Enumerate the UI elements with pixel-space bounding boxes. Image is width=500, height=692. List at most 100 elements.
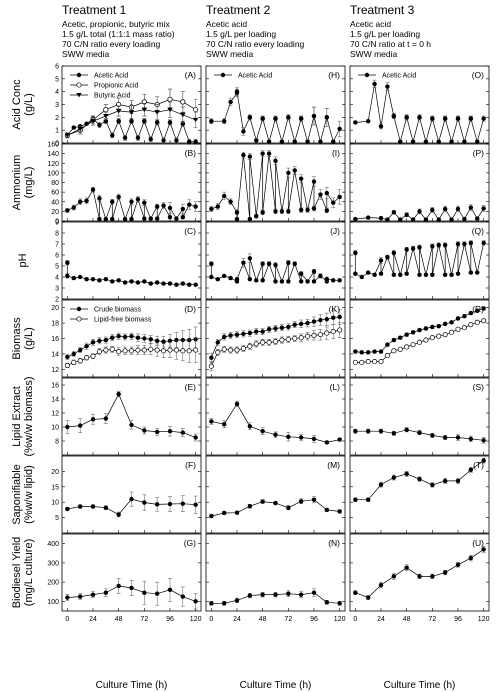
data-point [475, 139, 480, 144]
column-title: Treatment 2 [206, 3, 271, 17]
legend-entry: Crude biomass [94, 307, 142, 314]
data-point [266, 339, 272, 345]
data-point [221, 273, 227, 279]
x-tick-label: 120 [478, 616, 490, 623]
data-point [221, 193, 227, 199]
data-point [77, 423, 83, 428]
data-point [417, 574, 422, 579]
data-point [260, 499, 265, 504]
data-point [318, 192, 323, 197]
data-point [142, 428, 147, 433]
panel-U: 0 24 48 72 96 120 (U) [349, 533, 490, 623]
data-point [167, 501, 173, 507]
data-point [449, 272, 454, 277]
row-axis-label: (g/L) [23, 327, 35, 350]
data-point [221, 422, 227, 427]
data-point [337, 126, 342, 132]
data-point [391, 337, 397, 343]
data-point [97, 122, 102, 128]
row-axis-label: Ammonium [11, 155, 23, 211]
data-point [410, 217, 416, 222]
data-point [398, 217, 403, 222]
data-point [247, 256, 253, 261]
panel-D: 12 14 16 18 20 (D) Crude biomass Lipid-free bio… [51, 299, 202, 378]
data-point [462, 216, 467, 222]
data-point [103, 277, 109, 282]
data-point [398, 335, 403, 340]
data-point [77, 274, 83, 280]
data-point [154, 280, 160, 285]
data-point [442, 321, 448, 327]
x-tick-label: 0 [353, 616, 357, 623]
data-point [365, 359, 371, 365]
data-point [174, 138, 179, 143]
data-point [90, 277, 96, 282]
legend-entry: Butyric Acid [94, 93, 131, 100]
data-point [324, 190, 330, 196]
data-point [337, 278, 342, 283]
data-point [180, 501, 186, 506]
data-point [71, 205, 76, 210]
data-point [71, 359, 77, 365]
data-point [331, 315, 336, 320]
data-point [116, 194, 121, 200]
data-point [430, 574, 435, 579]
data-point [71, 125, 76, 130]
data-point [455, 478, 461, 484]
y-tick-label: 100 [47, 599, 59, 606]
data-point [462, 313, 467, 319]
data-point [77, 126, 83, 132]
panel-frame [205, 377, 346, 456]
data-point [468, 555, 474, 561]
data-point [481, 116, 486, 121]
data-point [286, 505, 291, 510]
column-title: Treatment 1 [62, 3, 127, 17]
y-tick-label: 20 [51, 305, 59, 312]
y-tick-label: 8 [55, 231, 59, 238]
data-point [234, 216, 240, 222]
legend-entry: Acetic Acid [94, 73, 128, 80]
data-point [116, 512, 121, 517]
data-point [97, 278, 102, 283]
panel-B: 0 20 40 60 80 100 120 140 160 (B) [47, 142, 202, 226]
row-axis-label: Saponifiable [11, 464, 23, 525]
data-point [128, 110, 135, 115]
data-point [209, 513, 214, 519]
data-point [266, 327, 272, 332]
data-point [228, 99, 233, 105]
row-axis-label: (mg/L) [23, 167, 35, 199]
data-point [193, 347, 199, 353]
panel-S: (S) [349, 377, 490, 456]
data-point [272, 339, 279, 345]
data-point [273, 158, 278, 164]
data-point [324, 208, 330, 213]
panel-letter: (S) [473, 382, 485, 392]
data-point [154, 204, 160, 209]
data-point [311, 590, 317, 595]
data-point [241, 331, 246, 337]
data-point [167, 107, 173, 113]
y-tick-label: 120 [47, 161, 59, 168]
data-point [331, 139, 336, 144]
data-point [215, 349, 221, 355]
data-point [180, 112, 186, 118]
data-point [417, 430, 422, 435]
data-point [173, 347, 179, 353]
data-point [398, 272, 403, 277]
data-point [318, 273, 323, 279]
data-point [247, 154, 253, 159]
data-point [273, 326, 278, 331]
data-point [167, 205, 173, 211]
data-point [215, 204, 220, 209]
data-point [228, 275, 233, 281]
y-tick-label: 12 [51, 367, 59, 374]
data-point [475, 270, 480, 275]
data-point [209, 355, 214, 360]
panel-frame [205, 221, 346, 300]
panel-letter: (C) [184, 226, 196, 236]
data-point [442, 116, 448, 121]
data-point [372, 272, 377, 277]
data-point [209, 274, 214, 280]
data-point [273, 500, 278, 506]
